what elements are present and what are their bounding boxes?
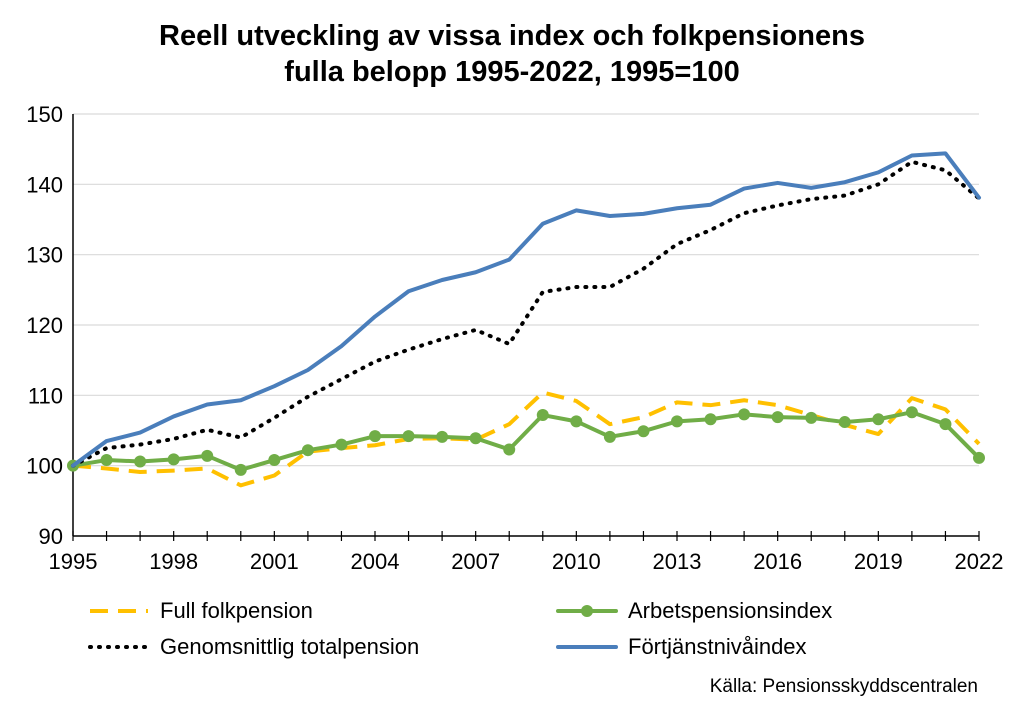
x-axis-ticks: 1995 1998 2001 2004 2007 2010 2013 2016 2019 2022 [49,549,1004,574]
series-point [805,411,818,424]
series-point [436,430,449,443]
series-line-1 [72,390,981,488]
chart-title-line-2: fulla belopp 1995-2022, 1995=100 [284,56,740,88]
series-point [100,454,113,467]
series-point [268,454,281,467]
x-tick-label: 1995 [49,549,98,574]
series-point [637,425,650,438]
chart-title-line-1: Reell utveckling av vissa index och folk… [159,20,865,52]
series-point [201,449,214,462]
series-point [738,408,751,421]
series-point [973,451,985,464]
series-point [369,430,381,443]
series-point [167,453,180,466]
y-tick-label: 150 [26,102,63,127]
y-tick-label: 100 [26,454,63,479]
chart-title: Reell utveckling av vissa index och folk… [0,18,1024,90]
series-point [301,444,314,457]
series-point [469,432,482,445]
source-note: Källa: Pensionsskyddscentralen [709,676,978,697]
series-point [905,406,918,419]
series-point [603,430,616,443]
x-tick-label: 2022 [955,549,1004,574]
series-point [570,415,583,428]
x-tick-label: 1998 [149,549,198,574]
series-point [402,430,415,443]
series-point [838,416,851,429]
x-tick-label: 2019 [854,549,903,574]
y-tick-label: 110 [28,383,63,408]
series-line-2 [71,410,981,472]
x-tick-label: 2004 [351,549,400,574]
y-tick-label: 120 [26,313,63,338]
series-point [134,455,147,468]
x-tick-label: 2001 [250,549,299,574]
series-point [671,415,683,428]
x-tick-label: 2007 [451,549,500,574]
y-axis-ticks: 90 100 110 120 130 140 150 [26,102,63,549]
series-line-3 [71,159,981,468]
series-line-4 [71,151,981,468]
series-point [771,411,784,424]
series-point [704,413,717,426]
series-point [872,413,885,426]
series-point [536,409,549,422]
axes [72,114,980,541]
x-tick-label: 2016 [753,549,802,574]
series-point [234,463,247,476]
y-tick-label: 140 [26,172,63,197]
series-point [939,418,952,431]
x-tick-label: 2010 [552,549,601,574]
series-group [67,151,985,488]
series-point [335,438,348,451]
y-tick-label: 130 [26,243,63,268]
series-point [503,443,516,456]
gridlines [73,113,979,467]
y-tick-label: 90 [39,524,63,549]
x-tick-label: 2013 [653,549,702,574]
